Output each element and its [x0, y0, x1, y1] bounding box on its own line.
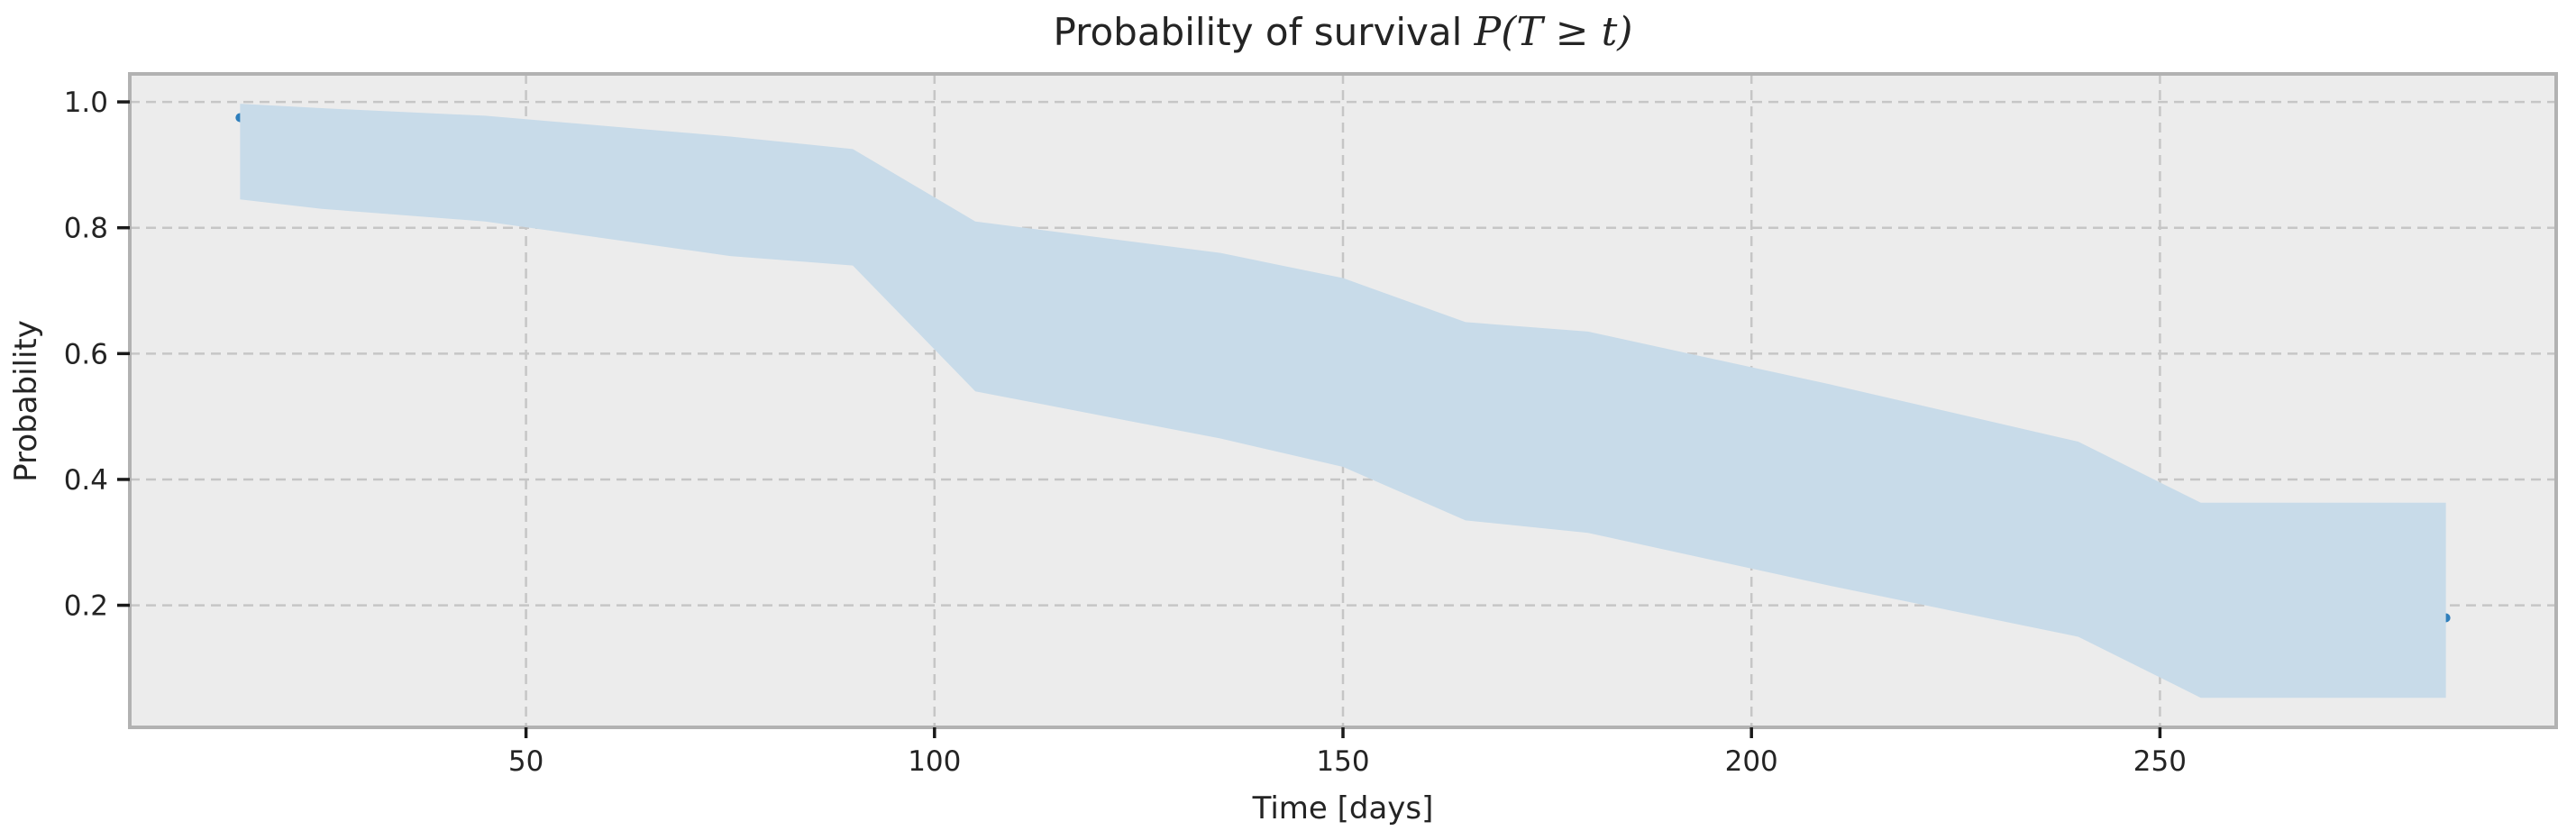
x-tick-label: 50	[508, 745, 544, 778]
y-tick-label: 0.6	[64, 338, 108, 370]
y-tick-label: 1.0	[64, 87, 108, 119]
x-tick-label: 100	[908, 745, 961, 778]
y-axis-label: Probability	[8, 320, 44, 482]
series-layer	[235, 104, 2451, 698]
x-tick-label: 200	[1725, 745, 1778, 778]
x-tick-label: 250	[2133, 745, 2187, 778]
tick-layer: 50 100 150 200 250 1.0 0.8 0.6 0.4 0.2	[64, 87, 2187, 778]
chart-title-text: Probability of survival	[1054, 10, 1475, 54]
x-tick-label: 150	[1316, 745, 1369, 778]
x-axis-label: Time [days]	[1252, 790, 1434, 826]
y-tick-label: 0.2	[64, 590, 108, 623]
confidence-band	[240, 104, 2446, 698]
y-tick-label: 0.4	[64, 464, 108, 497]
chart-title-math: P(T ≥ t)	[1474, 9, 1633, 55]
y-tick-label: 0.8	[64, 213, 108, 245]
chart-title: Probability of survival P(T ≥ t)	[1054, 9, 1633, 55]
